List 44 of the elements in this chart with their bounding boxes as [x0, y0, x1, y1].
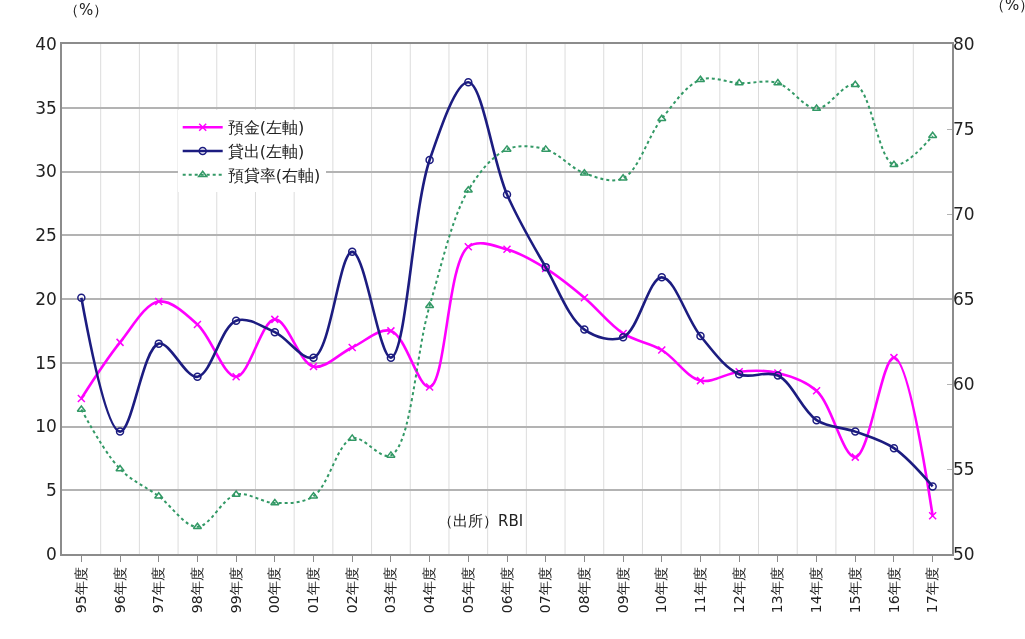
y-tick-label: 40	[35, 33, 57, 54]
x-tick-label: 15年度	[846, 567, 863, 614]
annotation: （出所）RBI	[438, 512, 524, 530]
x-tick-label: 98年度	[188, 567, 205, 614]
x-tick-label: 08年度	[575, 567, 592, 614]
y-axis-title: （%）	[64, 1, 109, 19]
x-tick-label: 05年度	[459, 567, 476, 614]
x-tick-label: 09年度	[614, 567, 631, 614]
y2-tick-label: 75	[953, 118, 975, 139]
x-tick-label: 02年度	[343, 567, 360, 614]
x-tick-label: 13年度	[769, 567, 786, 614]
y2-tick-label: 50	[953, 543, 975, 564]
y-tick-label: 20	[35, 288, 57, 309]
x-tick-label: 14年度	[808, 567, 825, 614]
x-tick-label: 07年度	[537, 567, 554, 614]
x-tick-label: 96年度	[111, 567, 128, 614]
y-tick-label: 25	[35, 225, 57, 246]
y2-tick-label: 60	[953, 373, 975, 394]
y2-tick-label: 80	[953, 33, 975, 54]
y-tick-label: 15	[35, 352, 57, 373]
x-tick-label: 03年度	[382, 567, 399, 614]
x-tick-label: 11年度	[692, 567, 709, 614]
x-tick-label: 16年度	[885, 567, 902, 614]
x-tick-label: 97年度	[150, 567, 167, 614]
y2-tick-label: 70	[953, 203, 975, 224]
x-tick-label: 10年度	[653, 567, 670, 614]
x-tick-label: 95年度	[72, 567, 89, 614]
legend-label: 貸出(左軸)	[227, 142, 305, 162]
x-tick-label: 06年度	[498, 567, 515, 614]
x-tick-label: 01年度	[305, 567, 322, 614]
x-tick-label: 17年度	[924, 567, 941, 614]
x-tick-label: 12年度	[730, 567, 747, 614]
y-tick-label: 35	[35, 97, 57, 118]
y2-tick-label: 55	[953, 458, 975, 479]
y-tick-label: 10	[35, 416, 57, 437]
y2-tick-label: 65	[953, 288, 975, 309]
y-tick-label: 0	[46, 543, 57, 564]
y-tick-label: 30	[35, 161, 57, 182]
legend-label: 預金(左軸)	[227, 118, 305, 138]
legend-label: 預貸率(右軸)	[227, 166, 321, 186]
x-tick-label: 04年度	[421, 567, 438, 614]
x-tick-label: 99年度	[227, 567, 244, 614]
y-tick-label: 5	[46, 480, 57, 501]
x-tick-label: 00年度	[266, 567, 283, 614]
